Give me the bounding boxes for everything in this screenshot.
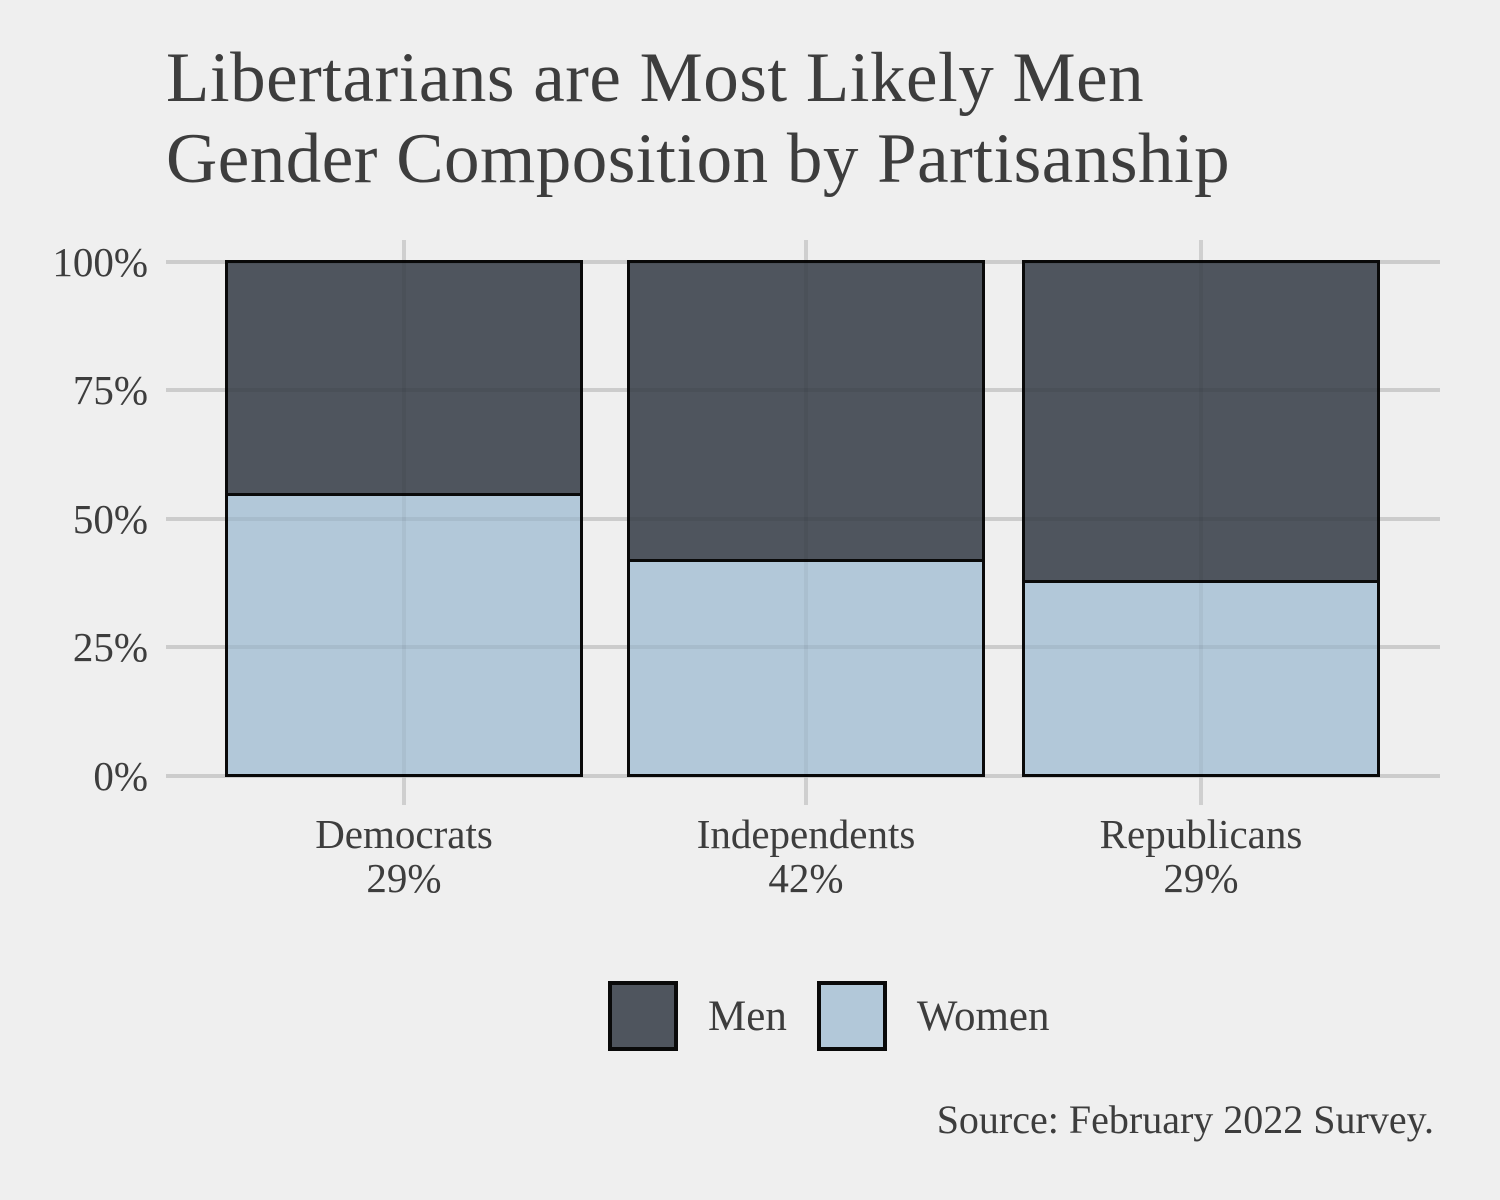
bar-segment-men xyxy=(1025,263,1377,580)
bar-democrats xyxy=(225,260,583,777)
bar-segment-women xyxy=(1025,579,1377,774)
gridline-overlay xyxy=(166,388,1440,392)
gridline-overlay xyxy=(166,645,1440,649)
y-tick-0: 0% xyxy=(93,753,148,799)
y-tick-100: 100% xyxy=(52,239,148,285)
category-share: 29% xyxy=(1163,855,1239,901)
x-label-republicans: Republicans 29% xyxy=(991,812,1411,900)
category-share: 42% xyxy=(768,855,844,901)
chart-title-line2: Gender Composition by Partisanship xyxy=(166,120,1231,198)
chart-title-line1: Libertarians are Most Likely Men xyxy=(166,39,1145,117)
plot-area xyxy=(166,240,1440,805)
legend-swatch-women xyxy=(816,981,887,1051)
gridline-overlay xyxy=(166,774,1440,778)
category-share: 29% xyxy=(366,855,442,901)
y-tick-50: 50% xyxy=(72,496,148,542)
bar-segment-men xyxy=(630,263,982,560)
legend: Men Women xyxy=(608,981,1080,1051)
bar-segment-men xyxy=(228,263,580,493)
bar-segment-women xyxy=(228,492,580,774)
y-tick-75: 75% xyxy=(72,367,148,413)
chart-title: Libertarians are Most Likely Men Gender … xyxy=(166,38,1230,200)
source-caption: Source: February 2022 Survey. xyxy=(936,1097,1434,1142)
legend-label-men: Men xyxy=(708,992,787,1040)
bar-republicans xyxy=(1022,260,1380,777)
bar-independents xyxy=(627,260,985,777)
gridline-overlay xyxy=(166,260,1440,264)
legend-swatch-men xyxy=(608,981,678,1051)
gridline-overlay xyxy=(166,517,1440,521)
x-label-democrats: Democrats 29% xyxy=(194,812,614,900)
gridline-overlay xyxy=(804,240,808,805)
y-tick-25: 25% xyxy=(72,624,148,670)
legend-label-women: Women xyxy=(916,992,1050,1040)
category-name: Republicans xyxy=(1099,811,1303,857)
category-name: Democrats xyxy=(315,811,493,857)
gridline-overlay xyxy=(402,240,406,805)
category-name: Independents xyxy=(696,811,916,857)
bar-segment-women xyxy=(630,559,982,774)
x-label-independents: Independents 42% xyxy=(596,812,1016,900)
gridline-overlay xyxy=(1199,240,1203,805)
